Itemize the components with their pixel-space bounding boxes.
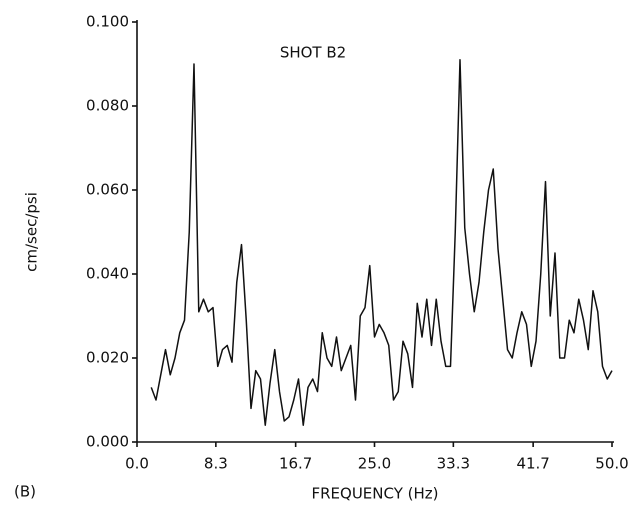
y-tick-label: 0.060 bbox=[86, 181, 129, 199]
y-tick-label: 0.020 bbox=[86, 349, 129, 367]
panel-label: (B) bbox=[14, 483, 36, 501]
y-tick-label: 0.040 bbox=[86, 265, 129, 283]
x-tick-label: 50.0 bbox=[595, 455, 628, 473]
x-tick-label: 41.7 bbox=[516, 455, 549, 473]
x-tick-label: 16.7 bbox=[279, 455, 312, 473]
x-tick-label: 25.0 bbox=[358, 455, 391, 473]
data-line bbox=[150, 59, 613, 426]
x-tick-label: 8.3 bbox=[204, 455, 228, 473]
y-tick-label: 0.080 bbox=[86, 97, 129, 115]
annotation: SHOT B2 bbox=[280, 44, 346, 62]
y-tick-label: 0.000 bbox=[86, 433, 129, 451]
x-tick-label: 0.0 bbox=[125, 455, 149, 473]
y-tick-label: 0.100 bbox=[86, 13, 129, 31]
x-axis-label: FREQUENCY (Hz) bbox=[311, 485, 438, 503]
y-axis-label: cm/sec/psi bbox=[23, 192, 41, 272]
x-tick-label: 33.3 bbox=[437, 455, 470, 473]
